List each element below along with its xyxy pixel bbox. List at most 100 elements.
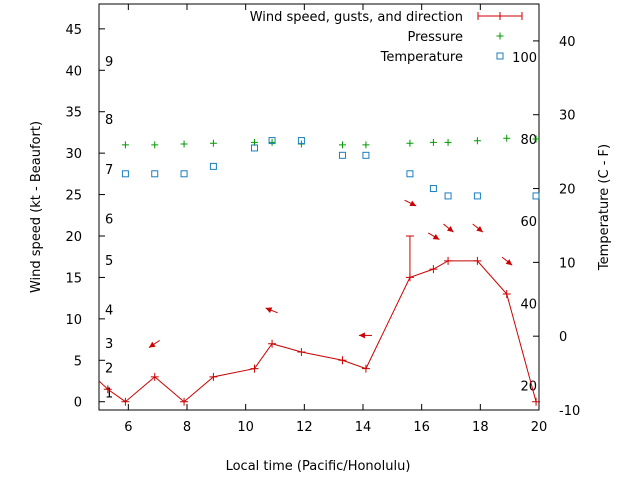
legend-label-pressure: Pressure	[407, 30, 463, 45]
wind-speed-point	[180, 397, 189, 406]
plot-frame	[98, 3, 540, 411]
wind-speed-point	[250, 364, 259, 373]
y-tick-label-left: 45	[65, 23, 82, 38]
y-tick-label-left: 20	[65, 230, 82, 245]
beaufort-label: 1	[105, 387, 113, 402]
wind-speed-point	[297, 348, 306, 356]
y-tick-label-left: 15	[65, 271, 82, 286]
beaufort-label: 2	[105, 362, 113, 377]
y-tick-label-left: 5	[74, 354, 82, 369]
wind-speed-point	[209, 372, 218, 381]
y-tick-label-right: 0	[559, 330, 567, 345]
temperature-point	[151, 170, 159, 178]
wind-speed-point	[361, 364, 370, 373]
series-layer	[99, 134, 541, 406]
wind-speed-point	[473, 256, 482, 265]
wind-speed-point	[532, 397, 541, 406]
wind-direction-arrowhead	[505, 259, 513, 266]
temperature-point	[209, 162, 217, 170]
temperature-point	[444, 192, 452, 200]
x-tick-label: 10	[237, 420, 254, 435]
y-axis-label-right: Temperature (C - F)	[597, 144, 612, 271]
wind-direction-arrowhead	[432, 233, 440, 240]
temperature-point	[429, 185, 437, 193]
temperature-point	[180, 170, 188, 178]
wind-speed-point	[429, 265, 438, 274]
pressure-point	[268, 138, 276, 146]
y-tick-label-right: -10	[559, 404, 580, 419]
fahrenheit-label: 80	[520, 133, 537, 148]
axis-ticks	[99, 4, 540, 411]
legend-label-wind: Wind speed, gusts, and direction	[250, 10, 463, 25]
pressure-point	[209, 139, 217, 147]
fahrenheit-label: 60	[520, 215, 537, 230]
legend-label-temperature: Temperature	[380, 50, 463, 65]
y-tick-label-right: 30	[559, 109, 576, 124]
wind-speed-point	[444, 256, 453, 265]
x-axis-label: Local time (Pacific/Honolulu)	[226, 459, 411, 474]
y-tick-label-left: 25	[65, 189, 82, 204]
beaufort-label: 4	[105, 304, 113, 319]
wind-direction-arrowhead	[358, 332, 365, 339]
temperature-point	[406, 170, 414, 178]
tick-labels: 6 8 10 12 14 16 18 20051015202530354045-1001020…	[65, 23, 580, 435]
pressure-point	[429, 138, 437, 146]
x-tick-label: 6	[124, 420, 132, 435]
wind-direction-arrowhead	[265, 307, 273, 313]
pressure-point	[121, 141, 129, 149]
pressure-point	[406, 139, 414, 147]
temperature-point	[250, 144, 258, 152]
beaufort-label: 6	[105, 213, 113, 228]
temperature-point	[268, 137, 276, 145]
y-tick-label-left: 10	[65, 313, 82, 328]
legend-swatch-temperature	[496, 52, 504, 60]
x-tick-label: 16	[413, 420, 430, 435]
x-tick-label: 12	[296, 420, 313, 435]
pressure-point	[444, 138, 452, 146]
beaufort-label: 7	[105, 163, 113, 178]
temperature-point	[473, 192, 481, 200]
temperature-point	[338, 151, 346, 159]
temperature-point	[532, 192, 540, 200]
legend-swatch-pressure	[496, 32, 504, 40]
y-axis-label-left: Wind speed (kt - Beaufort)	[29, 121, 44, 293]
wind-direction-arrowhead	[148, 341, 156, 348]
y-tick-label-right: 20	[559, 183, 576, 198]
wind-speed-point	[502, 290, 511, 298]
y-tick-label-right: 10	[559, 256, 576, 271]
wind-direction-arrowhead	[409, 200, 417, 206]
temperature-point	[362, 151, 370, 159]
pressure-point	[473, 137, 481, 145]
pressure-point	[362, 141, 370, 149]
beaufort-label: 3	[105, 337, 113, 352]
legend-swatch-wind-point	[496, 12, 504, 20]
beaufort-label: 9	[105, 55, 113, 70]
temperature-point	[121, 170, 129, 178]
wind-speed-point	[268, 339, 277, 348]
y-tick-label-right: 40	[559, 35, 576, 50]
fahrenheit-label: 100	[512, 51, 537, 66]
pressure-point	[503, 134, 511, 142]
wind-speed-point	[103, 385, 112, 394]
x-tick-label: 20	[531, 420, 548, 435]
pressure-point	[338, 141, 346, 149]
wind-speed-point	[150, 372, 159, 381]
y-tick-label-left: 40	[65, 64, 82, 79]
pressure-point	[180, 140, 188, 148]
wind-speed-point	[121, 397, 130, 406]
wind-speed-line	[99, 260, 537, 403]
legend: Wind speed, gusts, and direction Pressure…	[250, 10, 523, 65]
y-tick-label-left: 0	[74, 396, 82, 411]
x-tick-label: 14	[355, 420, 372, 435]
y-tick-label-left: 35	[65, 106, 82, 121]
beaufort-label: 5	[105, 254, 113, 269]
pressure-point	[532, 135, 540, 143]
pressure-point	[151, 141, 159, 149]
x-tick-label: 18	[472, 420, 489, 435]
beaufort-label: 8	[105, 113, 113, 128]
temperature-point	[297, 137, 305, 145]
fahrenheit-label: 20	[520, 380, 537, 395]
fahrenheit-label: 40	[520, 298, 537, 313]
y-tick-label-left: 30	[65, 147, 82, 162]
